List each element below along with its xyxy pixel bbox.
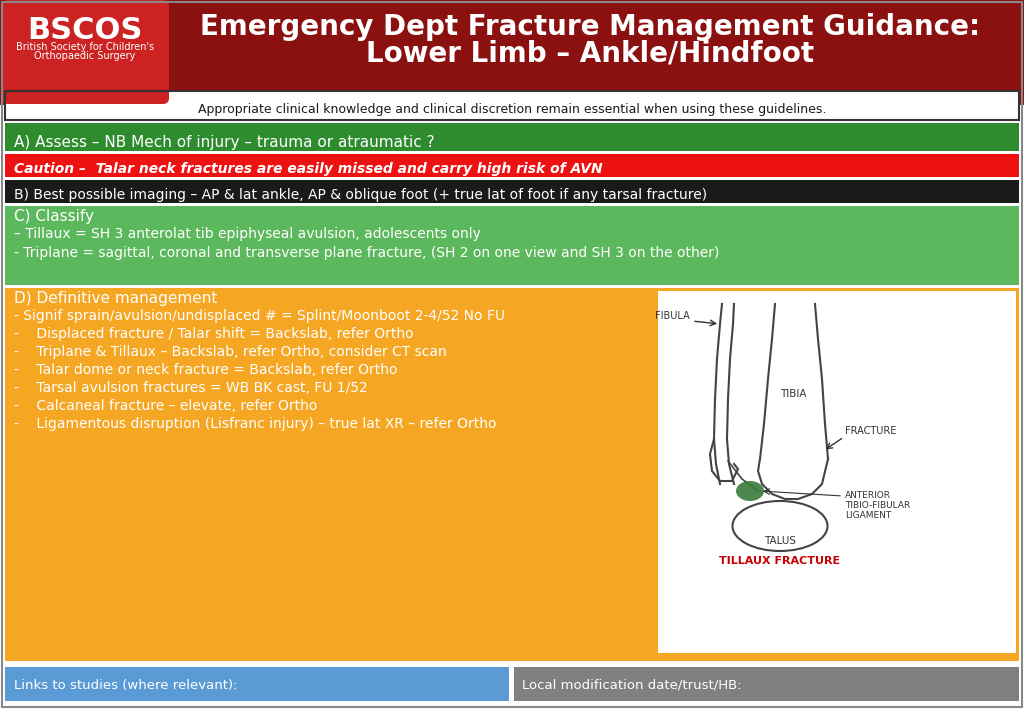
Text: -    Calcaneal fracture – elevate, refer Ortho: - Calcaneal fracture – elevate, refer Or… [14,399,317,413]
Text: Caution –  Talar neck fractures are easily missed and carry high risk of AVN: Caution – Talar neck fractures are easil… [14,162,603,176]
Bar [0,0,1024,105]
Text: FRACTURE: FRACTURE [845,426,896,436]
Bar [5,206,1019,285]
Text: TALUS: TALUS [764,536,796,546]
Bar [5,288,1019,661]
Text: Emergency Dept Fracture Management Guidance:: Emergency Dept Fracture Management Guida… [200,13,980,41]
Bar [5,667,509,701]
Text: British Society for Children's: British Society for Children's [16,42,154,52]
Text: BSCOS: BSCOS [28,16,142,45]
Text: Orthopaedic Surgery: Orthopaedic Surgery [35,51,136,61]
Text: -    Ligamentous disruption (Lisfranc injury) – true lat XR – refer Ortho: - Ligamentous disruption (Lisfranc injur… [14,417,497,431]
Text: C) Classify: C) Classify [14,209,94,224]
Text: Links to studies (where relevant):: Links to studies (where relevant): [14,679,238,692]
Bar [5,180,1019,203]
Ellipse shape [736,481,764,501]
Bar [658,291,1016,653]
Text: -    Talar dome or neck fracture = Backslab, refer Ortho: - Talar dome or neck fracture = Backslab… [14,363,397,377]
Text: TIBIO-FIBULAR: TIBIO-FIBULAR [845,501,910,510]
Text: Lower Limb – Ankle/Hindfoot: Lower Limb – Ankle/Hindfoot [366,40,814,68]
Text: B) Best possible imaging – AP & lat ankle, AP & oblique foot (+ true lat of foot: B) Best possible imaging – AP & lat ankl… [14,188,708,202]
Text: TIBIA: TIBIA [779,389,806,399]
Text: D) Definitive management: D) Definitive management [14,291,217,306]
FancyBboxPatch shape [2,0,169,104]
Text: - Signif sprain/avulsion/undisplaced # = Splint/Moonboot 2-4/52 No FU: - Signif sprain/avulsion/undisplaced # =… [14,309,505,323]
Bar [5,154,1019,177]
Text: ANTERIOR: ANTERIOR [845,491,891,500]
Text: -    Triplane & Tillaux – Backslab, refer Ortho, consider CT scan: - Triplane & Tillaux – Backslab, refer O… [14,345,446,359]
Text: A) Assess – NB Mech of injury – trauma or atraumatic ?: A) Assess – NB Mech of injury – trauma o… [14,135,434,150]
Text: - Triplane = sagittal, coronal and transverse plane fracture, (SH 2 on one view : - Triplane = sagittal, coronal and trans… [14,246,720,260]
Bar [5,91,1019,120]
Text: TILLAUX FRACTURE: TILLAUX FRACTURE [720,556,841,566]
Text: FIBULA: FIBULA [655,311,690,321]
Text: -    Tarsal avulsion fractures = WB BK cast, FU 1/52: - Tarsal avulsion fractures = WB BK cast… [14,381,368,395]
Text: -    Displaced fracture / Talar shift = Backslab, refer Ortho: - Displaced fracture / Talar shift = Bac… [14,327,414,341]
Bar [5,123,1019,151]
Bar [5,91,1019,120]
Text: Appropriate clinical knowledge and clinical discretion remain essential when usi: Appropriate clinical knowledge and clini… [198,103,826,116]
Text: Local modification date/trust/HB:: Local modification date/trust/HB: [522,679,741,692]
Bar [514,667,1019,701]
Text: – Tillaux = SH 3 anterolat tib epiphyseal avulsion, adolescents only: – Tillaux = SH 3 anterolat tib epiphysea… [14,227,481,241]
Text: LIGAMENT: LIGAMENT [845,511,891,520]
